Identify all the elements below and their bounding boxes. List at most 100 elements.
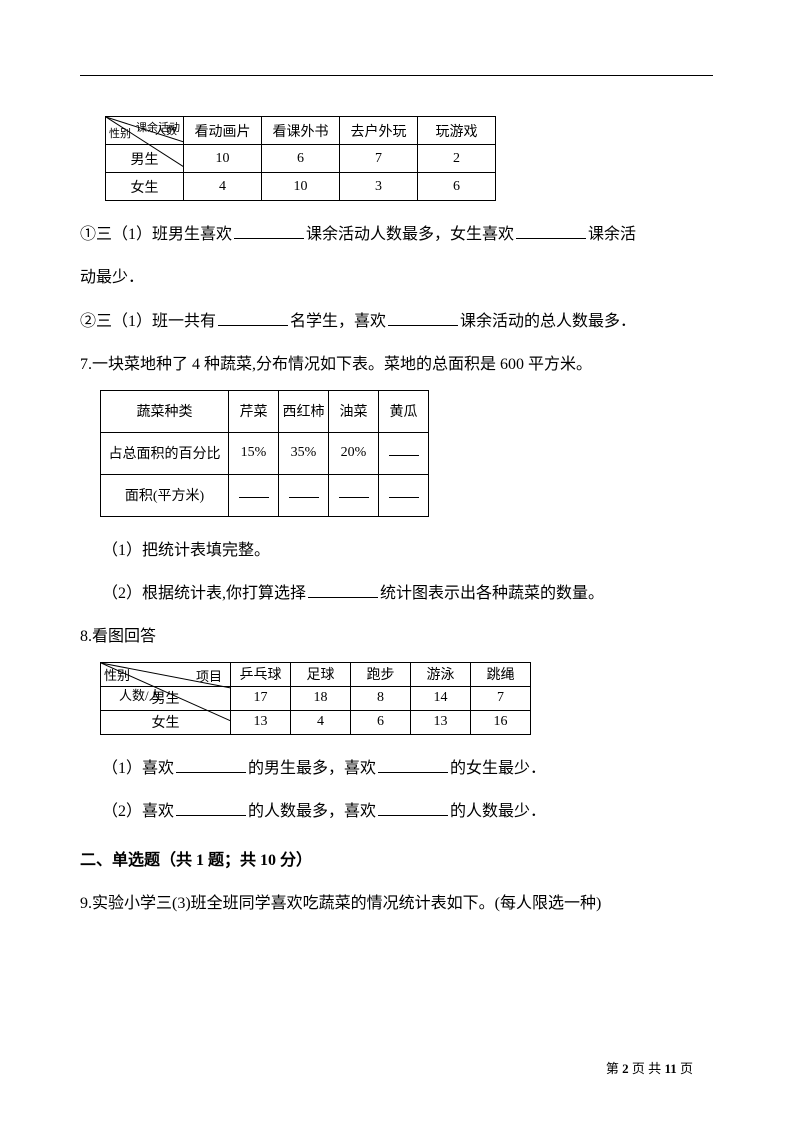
cell: 6 (351, 710, 411, 734)
question-text: ①三（1）班男生喜欢 课余活动人数最多，女生喜欢 课余活 (80, 216, 713, 254)
table-header: 游泳 (411, 662, 471, 686)
question-7-intro: 7.一块菜地种了 4 种蔬菜,分布情况如下表。菜地的总面积是 600 平方米。 (80, 346, 713, 384)
cell: 20% (329, 432, 379, 474)
cell: 15% (229, 432, 279, 474)
cell: 油菜 (329, 390, 379, 432)
question-8-intro: 8.看图回答 (80, 618, 713, 656)
cell: 13 (411, 710, 471, 734)
table-header: 足球 (291, 662, 351, 686)
fill-blank[interactable] (389, 455, 419, 456)
diag-label-bl: 性别 (104, 665, 130, 684)
table-row: 面积(平方米) (101, 474, 429, 516)
diag-label-bl: 性别 (109, 125, 131, 141)
text: （1）喜欢 (102, 760, 174, 777)
table-header: 看动画片 (184, 117, 262, 145)
cell: 面积(平方米) (101, 474, 229, 516)
text: 统计图表示出各种蔬菜的数量。 (380, 585, 604, 602)
fill-blank[interactable] (339, 497, 369, 498)
fill-blank[interactable] (388, 310, 458, 326)
text: （2）根据统计表,你打算选择 (102, 585, 306, 602)
cell: 6 (418, 173, 496, 201)
table-header: 跑步 (351, 662, 411, 686)
text: ②三（1）班一共有 (80, 313, 216, 330)
question-8-sub2: （2）喜欢 的人数最多，喜欢 的人数最少． (80, 793, 713, 831)
table-header: 玩游戏 (418, 117, 496, 145)
text: 课余活动的总人数最多． (460, 313, 636, 330)
fill-blank[interactable] (234, 223, 304, 239)
cell: 16 (471, 710, 531, 734)
cell (279, 474, 329, 516)
cell (229, 474, 279, 516)
cell: 4 (184, 173, 262, 201)
question-text: ②三（1）班一共有 名学生，喜欢 课余活动的总人数最多． (80, 303, 713, 341)
fill-blank[interactable] (389, 497, 419, 498)
top-rule (80, 75, 713, 76)
fill-blank[interactable] (378, 800, 448, 816)
text: 课余活动人数最多，女生喜欢 (306, 226, 514, 243)
fill-blank[interactable] (289, 497, 319, 498)
cell: 4 (291, 710, 351, 734)
diag-label-tr: 项目 (196, 666, 222, 685)
question-text: 动最少． (80, 259, 713, 297)
table-header: 乒乓球 (231, 662, 291, 686)
question-8-sub1: （1）喜欢的男生最多，喜欢的女生最少． (80, 750, 713, 788)
cell: 13 (231, 710, 291, 734)
table-vegetables: 蔬菜种类 芹菜 西红柿 油菜 黄瓜 占总面积的百分比 15% 35% 20% 面… (100, 390, 429, 517)
fill-blank[interactable] (176, 800, 246, 816)
table-row: 女生 4 10 3 6 (106, 173, 496, 201)
page-footer: 第 2 页 共 11 页 (606, 1058, 693, 1077)
cell: 8 (351, 686, 411, 710)
cell: 黄瓜 (379, 390, 429, 432)
fill-blank[interactable] (176, 757, 246, 773)
section-2-heading: 二、单选题（共 1 题；共 10 分） (80, 842, 713, 880)
diag-header-cell: 项目 人数/人 性别 (101, 662, 231, 686)
text: ①三（1）班男生喜欢 (80, 226, 232, 243)
table-sports: 项目 人数/人 性别 乒乓球 足球 跑步 游泳 跳绳 男生 17 18 8 14… (100, 662, 531, 735)
cell: 7 (340, 145, 418, 173)
diag-header-cell: 课余活动 人数 性别 (106, 117, 184, 145)
fill-blank[interactable] (239, 497, 269, 498)
fill-blank[interactable] (218, 310, 288, 326)
diag-label-mid: 人数/人 (119, 685, 162, 704)
text: 页 (677, 1061, 693, 1076)
page-total: 11 (664, 1061, 676, 1076)
table-header: 看课外书 (262, 117, 340, 145)
cell: 10 (184, 145, 262, 173)
cell: 2 (418, 145, 496, 173)
fill-blank[interactable] (308, 582, 378, 598)
table-row: 蔬菜种类 芹菜 西红柿 油菜 黄瓜 (101, 390, 429, 432)
text: （2）喜欢 (102, 803, 174, 820)
text: 动最少． (80, 269, 144, 286)
question-7-sub1: （1）把统计表填完整。 (80, 532, 713, 570)
cell (379, 432, 429, 474)
cell: 17 (231, 686, 291, 710)
cell: 3 (340, 173, 418, 201)
fill-blank[interactable] (378, 757, 448, 773)
cell: 18 (291, 686, 351, 710)
question-9-intro: 9.实验小学三(3)班全班同学喜欢吃蔬菜的情况统计表如下。(每人限选一种) (80, 885, 713, 923)
row-label: 女生 (106, 173, 184, 201)
cell (329, 474, 379, 516)
text: 课余活 (588, 226, 636, 243)
diag-label-mid: 人数 (155, 122, 177, 138)
table-row: 占总面积的百分比 15% 35% 20% (101, 432, 429, 474)
table-activities: 课余活动 人数 性别 看动画片 看课外书 去户外玩 玩游戏 男生 10 6 7 … (105, 116, 496, 201)
cell: 10 (262, 173, 340, 201)
cell (379, 474, 429, 516)
cell: 蔬菜种类 (101, 390, 229, 432)
cell: 芹菜 (229, 390, 279, 432)
text: 的人数最少． (450, 803, 546, 820)
table-header: 跳绳 (471, 662, 531, 686)
text: 第 (606, 1061, 622, 1076)
fill-blank[interactable] (516, 223, 586, 239)
cell: 7 (471, 686, 531, 710)
text: 的男生最多，喜欢 (248, 760, 376, 777)
table-header: 去户外玩 (340, 117, 418, 145)
cell: 35% (279, 432, 329, 474)
question-7-sub2: （2）根据统计表,你打算选择 统计图表示出各种蔬菜的数量。 (80, 575, 713, 613)
text: 页 共 (629, 1061, 665, 1076)
text: 的人数最多，喜欢 (248, 803, 376, 820)
cell: 西红柿 (279, 390, 329, 432)
cell: 14 (411, 686, 471, 710)
text: 名学生，喜欢 (290, 313, 386, 330)
